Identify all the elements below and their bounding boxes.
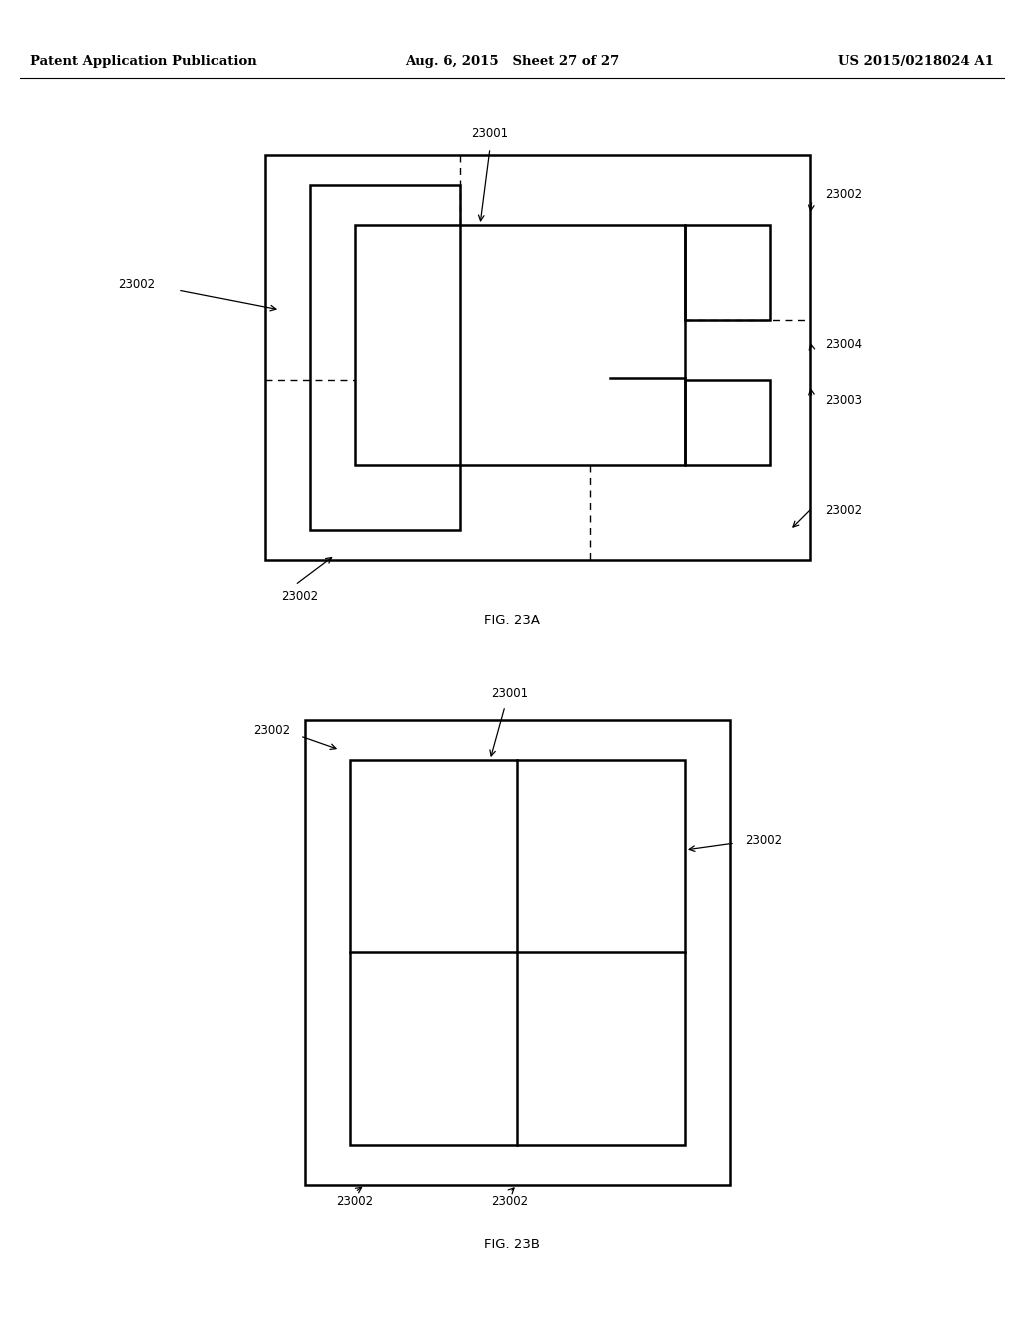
Text: 23002: 23002 <box>337 1195 374 1208</box>
Text: FIG. 23A: FIG. 23A <box>484 614 540 627</box>
Bar <box>310 185 460 531</box>
Text: 23002: 23002 <box>825 503 862 516</box>
Text: 23003: 23003 <box>825 393 862 407</box>
Text: 23002: 23002 <box>745 833 782 846</box>
Bar <box>685 380 770 465</box>
Bar <box>685 224 770 319</box>
Text: US 2015/0218024 A1: US 2015/0218024 A1 <box>838 55 994 69</box>
Text: Patent Application Publication: Patent Application Publication <box>30 55 257 69</box>
Text: 23001: 23001 <box>492 686 528 700</box>
Text: 23002: 23002 <box>825 189 862 202</box>
Text: 23002: 23002 <box>253 723 290 737</box>
Text: 23002: 23002 <box>492 1195 528 1208</box>
Bar <box>265 154 810 560</box>
Bar <box>305 719 730 1185</box>
Text: 23004: 23004 <box>825 338 862 351</box>
Text: 23002: 23002 <box>118 279 155 292</box>
Bar <box>355 224 685 465</box>
Text: 23001: 23001 <box>471 127 509 140</box>
Text: FIG. 23B: FIG. 23B <box>484 1238 540 1251</box>
Text: Aug. 6, 2015   Sheet 27 of 27: Aug. 6, 2015 Sheet 27 of 27 <box>404 55 620 69</box>
Bar <box>350 760 685 1144</box>
Text: 23002: 23002 <box>282 590 318 603</box>
